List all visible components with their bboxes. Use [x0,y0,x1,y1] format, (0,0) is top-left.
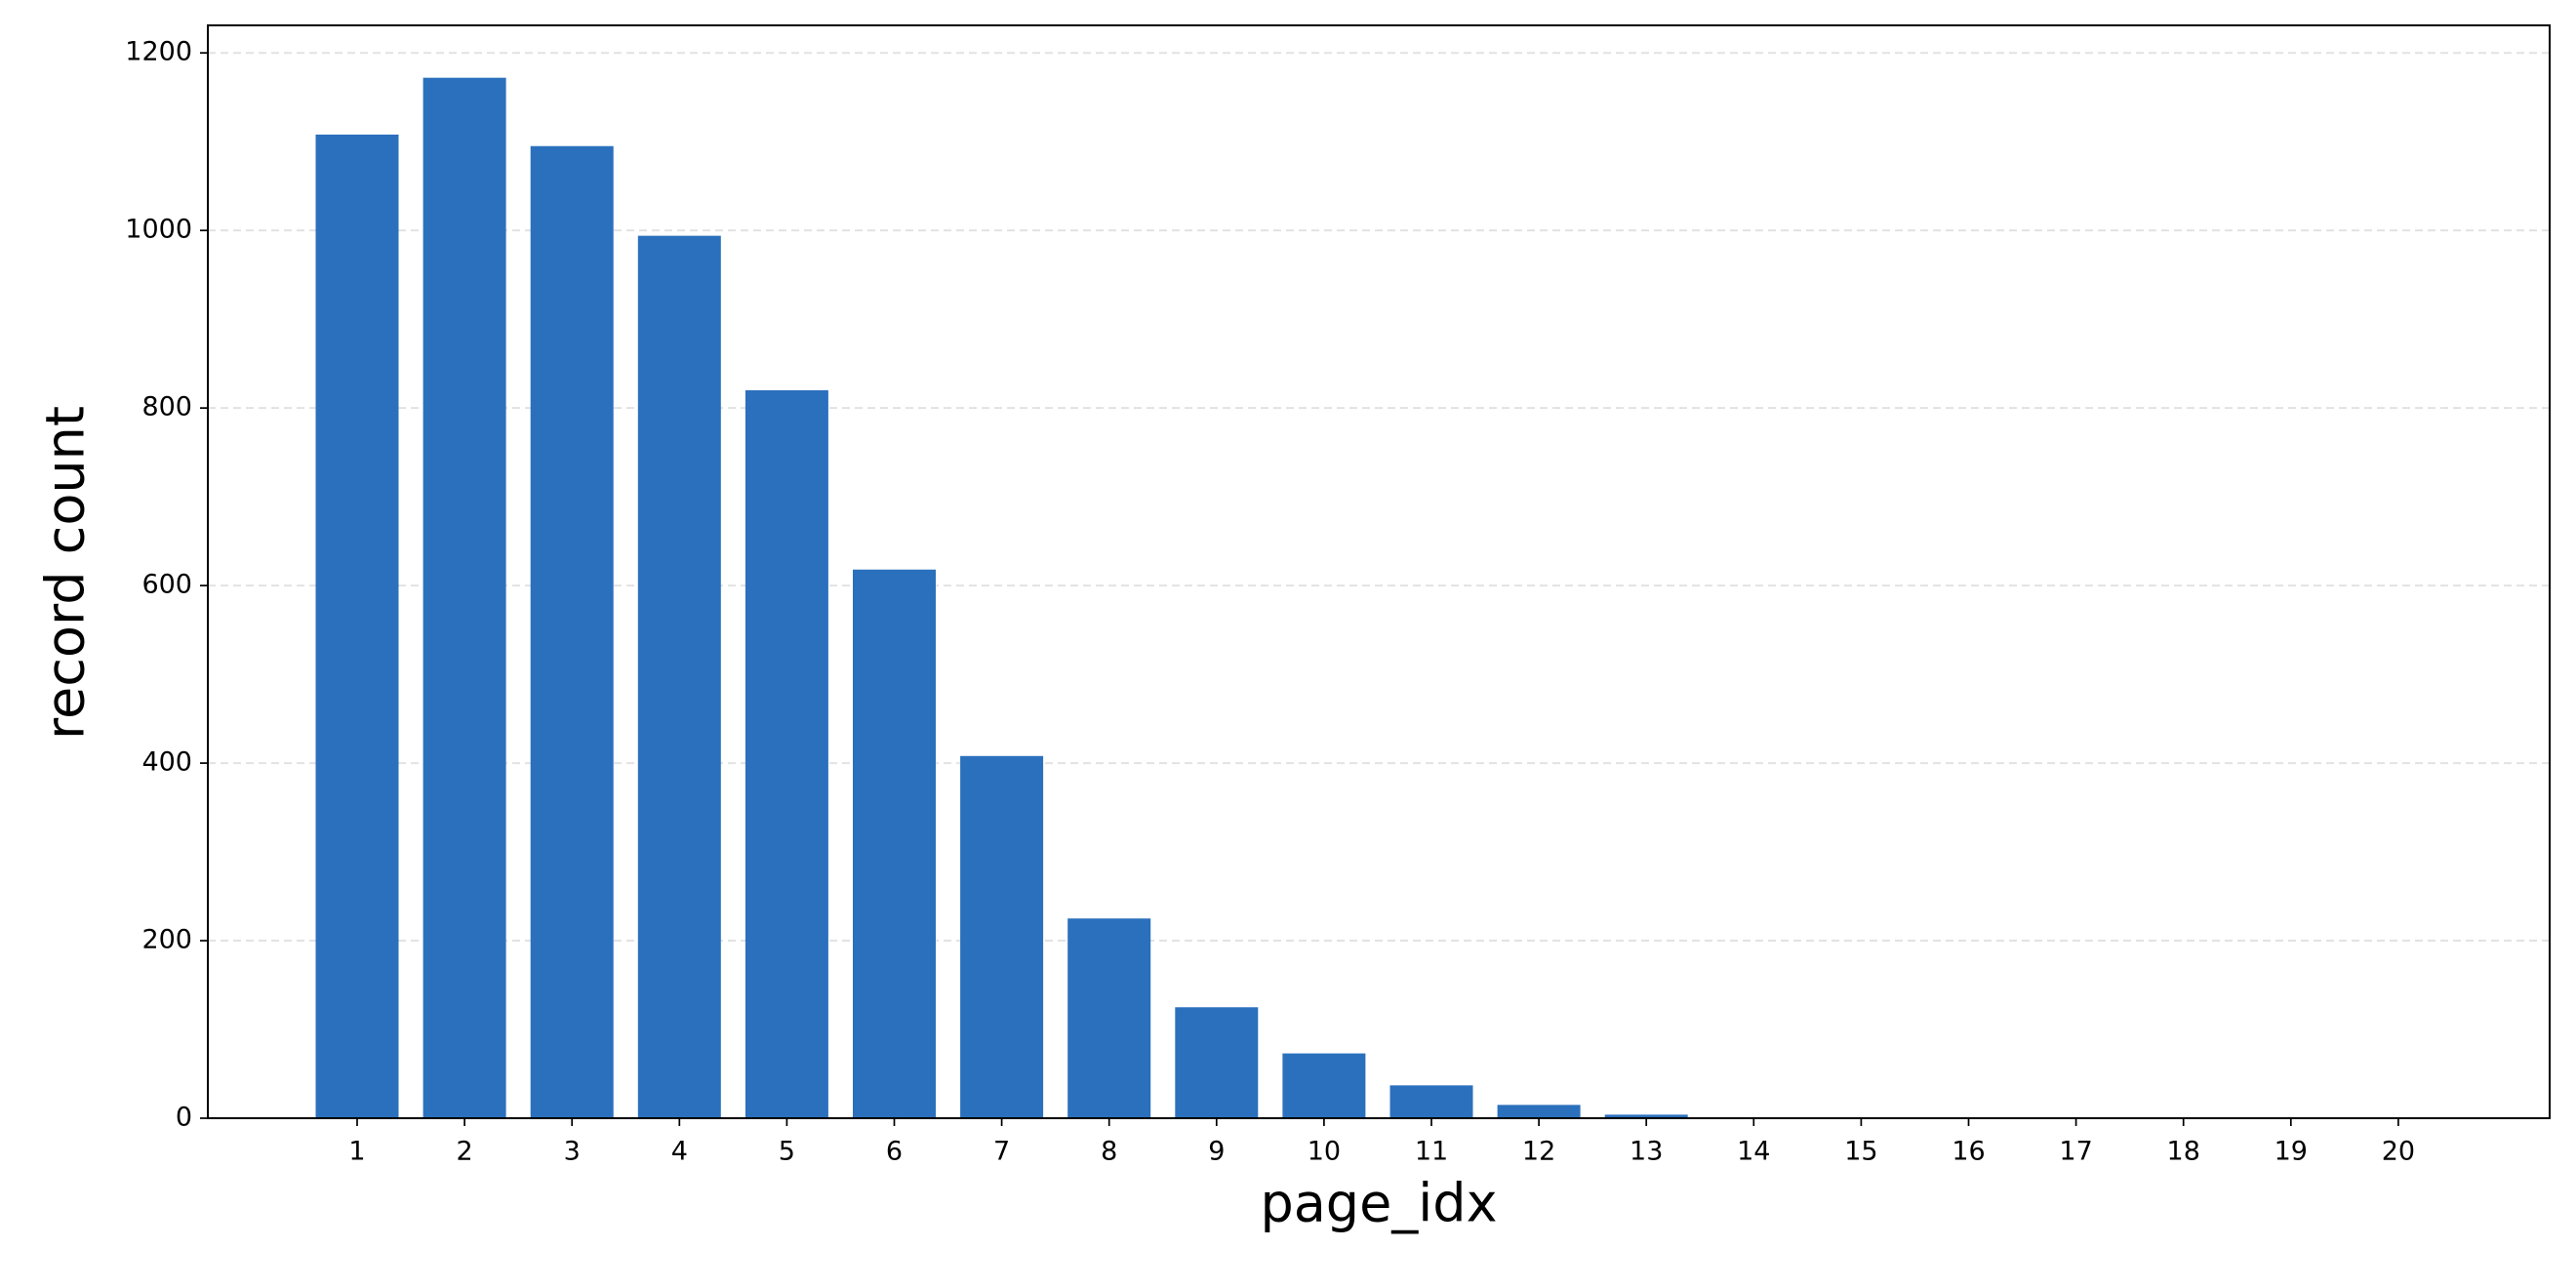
bar [1389,1085,1473,1118]
bar [1282,1053,1366,1118]
x-tick-label: 7 [993,1137,1010,1167]
bar [960,755,1044,1118]
plot-frame [207,24,2551,1119]
x-tick-label: 10 [1308,1137,1341,1167]
x-tick-label: 18 [2167,1137,2200,1167]
x-tick-label: 4 [671,1137,688,1167]
x-tick-label: 6 [886,1137,903,1167]
x-tick-label: 2 [457,1137,473,1167]
bar [637,235,721,1118]
bar [1604,1114,1688,1118]
x-tick-label: 9 [1208,1137,1225,1167]
x-tick-label: 8 [1101,1137,1117,1167]
x-tick-label: 14 [1737,1137,1770,1167]
x-tick-label: 3 [564,1137,581,1167]
bar [423,77,506,1118]
bar [530,145,614,1118]
bar [745,389,828,1118]
bar [1175,1007,1259,1118]
y-tick-label: 600 [141,570,192,600]
y-tick-label: 400 [141,747,192,778]
x-tick-label: 20 [2382,1137,2415,1167]
x-tick-label: 12 [1522,1137,1555,1167]
y-tick-label: 1000 [125,215,192,245]
bar [1067,918,1151,1118]
x-tick-label: 11 [1415,1137,1448,1167]
x-axis-label: page_idx [1260,1173,1497,1234]
y-tick-label: 0 [176,1103,192,1133]
bar [315,134,399,1119]
x-tick-label: 19 [2274,1137,2308,1167]
x-tick-label: 13 [1630,1137,1663,1167]
y-tick-label: 1200 [125,37,192,67]
x-tick-label: 17 [2059,1137,2092,1167]
x-tick-label: 16 [1952,1137,1985,1167]
x-tick-label: 1 [348,1137,365,1167]
x-tick-label: 5 [779,1137,795,1167]
x-tick-label: 15 [1844,1137,1877,1167]
y-tick-label: 800 [141,392,192,423]
bar [1497,1105,1581,1118]
y-tick-label: 200 [141,925,192,955]
bar [853,569,936,1118]
y-axis-label: record count [35,406,97,740]
